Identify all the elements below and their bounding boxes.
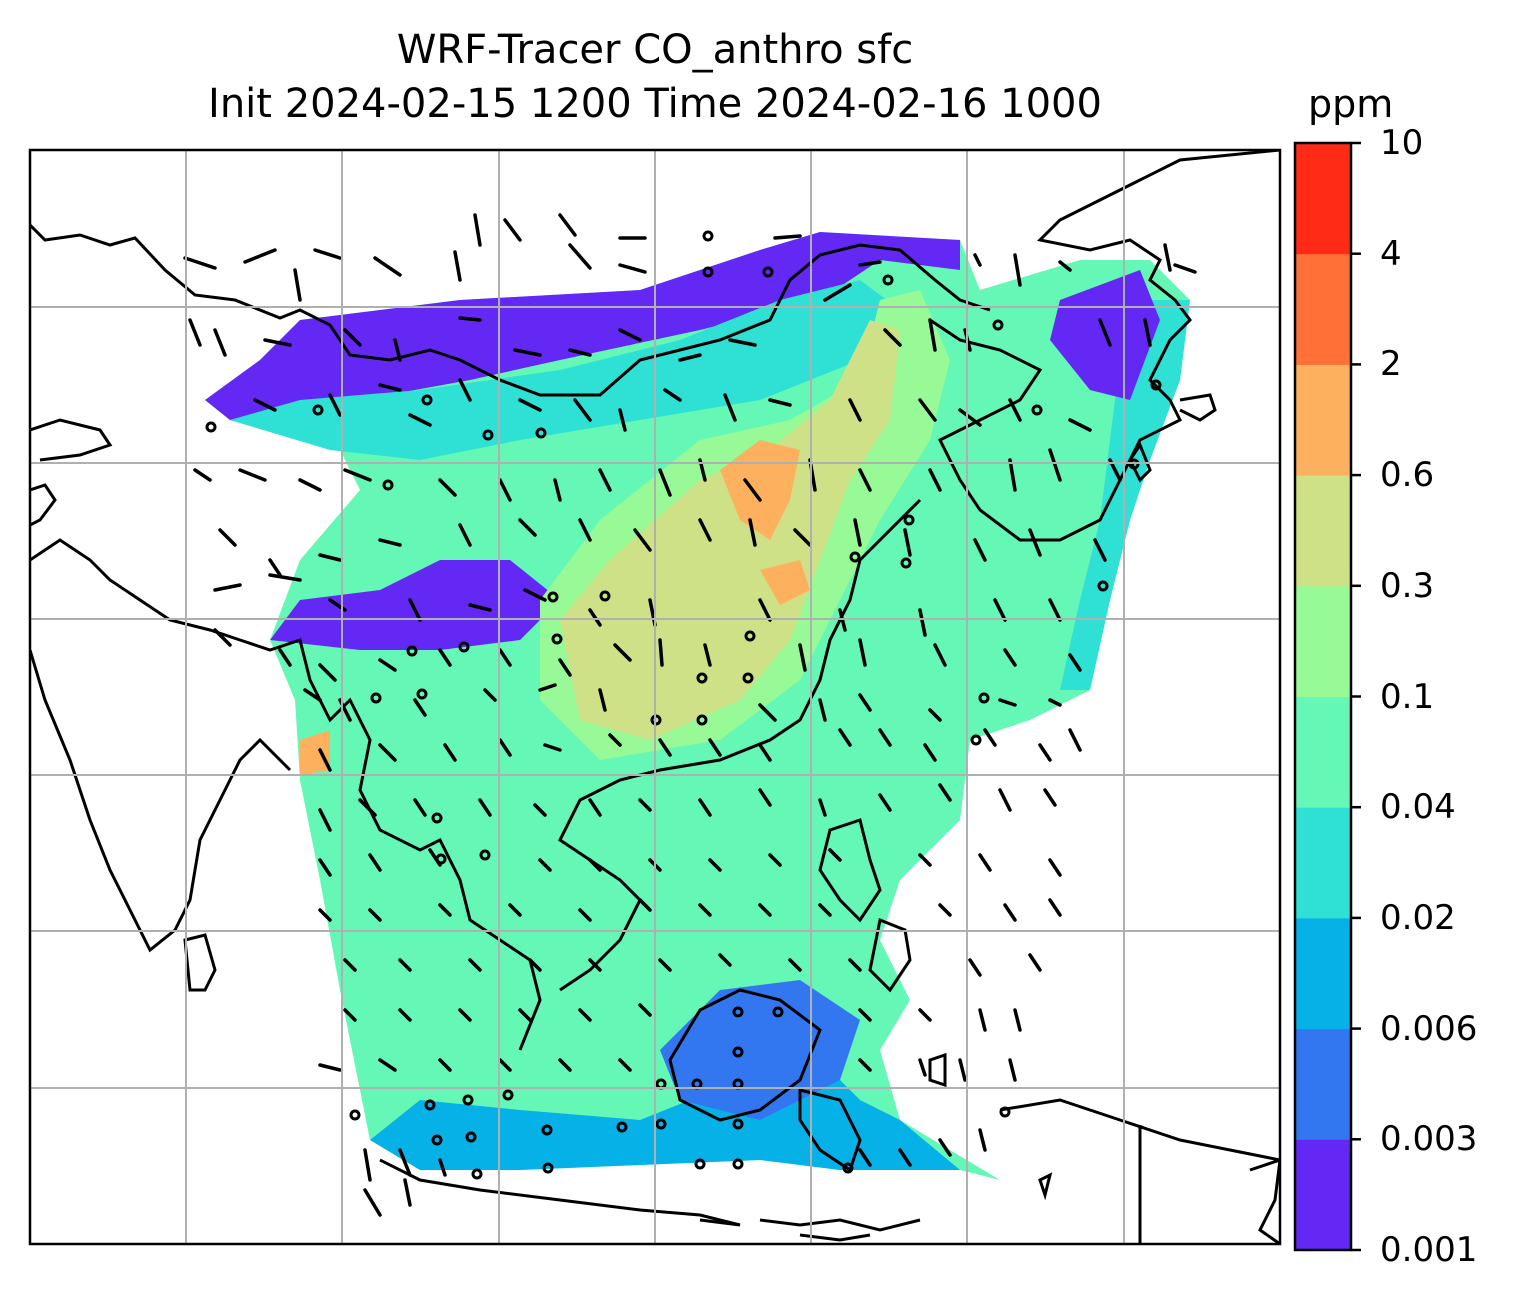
map-frame [28, 148, 1282, 1246]
colorbar-tick-label: 0.001 [1380, 1230, 1478, 1270]
colorbar-band [1295, 1028, 1351, 1140]
colorbar [1295, 141, 1361, 1252]
colorbar-tick-label: 0.006 [1380, 1008, 1478, 1049]
colorbar-tick-label: 4 [1380, 233, 1402, 274]
colorbar-tick-label: 0.1 [1380, 676, 1435, 717]
colorbar-tick-label: 0.6 [1380, 455, 1435, 496]
colorbar-band [1295, 253, 1351, 365]
colorbar-band [1295, 1139, 1351, 1251]
field-hotspot-2 [760, 560, 810, 605]
colorbar-tick-label: 10 [1380, 123, 1424, 163]
map-title-line1: WRF-Tracer CO_anthro sfc [396, 27, 914, 73]
field-hotspot-3 [300, 730, 330, 775]
colorbar-unit: ppm [1308, 82, 1394, 126]
colorbar-tick-label: 0.02 [1380, 897, 1456, 938]
field-hotspot [720, 440, 800, 540]
colorbar-frame [1293, 141, 1353, 1252]
colorbar-band [1295, 143, 1351, 255]
colorbar-band [1295, 364, 1351, 476]
coastlines [30, 150, 1280, 1244]
colorbar-tick-label: 2 [1380, 344, 1402, 385]
colorbar-tick-label: 0.003 [1380, 1119, 1478, 1160]
gridlines [30, 150, 1280, 1244]
colorbar-band [1295, 585, 1351, 697]
map-title-line2: Init 2024-02-15 1200 Time 2024-02-16 100… [208, 81, 1102, 127]
field-central-high [560, 320, 900, 740]
colorbar-tick-label: 0.3 [1380, 565, 1435, 606]
colorbar-band [1295, 807, 1351, 919]
colorbar-band [1295, 696, 1351, 808]
colorbar-tick-label: 0.04 [1380, 787, 1456, 828]
colorbar-band [1295, 475, 1351, 587]
field-inner-band [230, 280, 900, 460]
colorbar-band [1295, 917, 1351, 1030]
